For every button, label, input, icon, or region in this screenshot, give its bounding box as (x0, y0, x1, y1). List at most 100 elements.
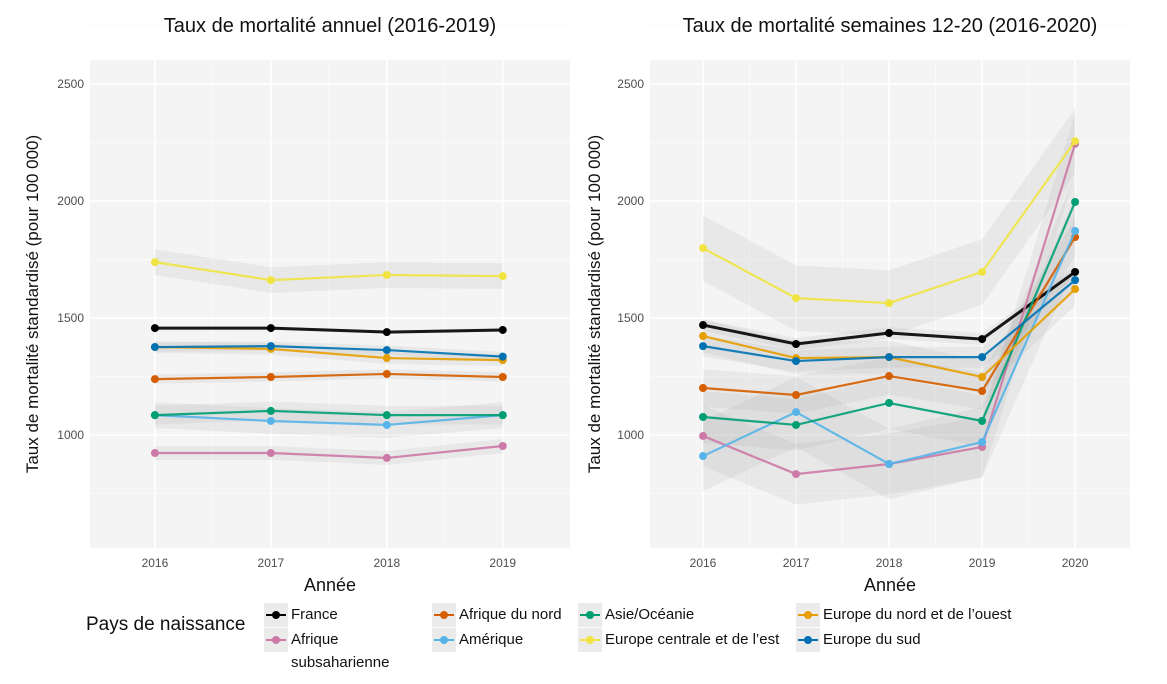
y-axis-label: Taux de mortalité standardisé (pour 100 … (585, 135, 604, 473)
series-line (154, 414, 503, 427)
data-point (150, 411, 159, 420)
legend-item: Afrique du nord (432, 603, 562, 627)
data-point (498, 442, 507, 451)
data-point (699, 452, 708, 461)
legend-label: Europe du nord et de l’ouest (823, 606, 1012, 623)
series-line (154, 261, 503, 282)
data-point (792, 357, 801, 366)
series-line (154, 345, 503, 362)
legend-label: Europe centrale et de l’est (605, 631, 780, 648)
data-point (699, 342, 708, 351)
data-point (699, 321, 708, 330)
data-point (885, 329, 894, 338)
y-tick-label: 1000 (57, 428, 84, 442)
legend-item: Europe centrale et de l’est (578, 628, 779, 652)
x-axis-label: Année (864, 575, 916, 595)
data-point (792, 294, 801, 303)
data-point (699, 431, 708, 440)
data-point (792, 391, 801, 400)
legend-label: Asie/Océanie (605, 606, 695, 623)
data-point (266, 416, 275, 425)
data-point (266, 449, 275, 458)
y-tick-label: 1500 (617, 311, 644, 325)
x-tick-label: 2018 (373, 556, 400, 570)
data-point (699, 383, 708, 392)
data-point (885, 299, 894, 308)
data-point (978, 353, 987, 362)
x-tick-label: 2017 (783, 556, 810, 570)
data-point (978, 416, 987, 425)
confidence-band (703, 108, 1076, 336)
legend-key (264, 628, 288, 652)
x-tick-label: 2018 (876, 556, 903, 570)
data-point (150, 449, 159, 458)
data-point (266, 342, 275, 351)
data-point (978, 387, 987, 396)
data-point (792, 340, 801, 349)
plot-panel-1: 1000 1500 2000 2500 2016 2017 2018 2019 Taux de … (23, 15, 570, 595)
confidence-band (154, 249, 503, 294)
plot-panel-2: 1000 1500 2000 2500 2016 2017 2018 2019 2020 Taux… (585, 15, 1130, 595)
data-point (978, 335, 987, 344)
legend-label: Afrique subsaharienne (291, 631, 390, 671)
data-point (266, 372, 275, 381)
y-tick-label: 2000 (617, 194, 644, 208)
data-point (1071, 285, 1080, 294)
legend-key (796, 603, 820, 627)
x-tick-label: 2019 (969, 556, 996, 570)
legend-item: Amérique (432, 628, 523, 652)
legend-item: Europe du sud (796, 628, 921, 652)
series-line (154, 345, 503, 358)
confidence-band (703, 176, 1076, 451)
legend-item: France (264, 603, 338, 627)
data-point (1071, 227, 1080, 236)
data-point (382, 369, 391, 378)
y-tick-label: 1000 (617, 428, 644, 442)
data-point (498, 411, 507, 420)
x-tick-label: 2017 (258, 556, 285, 570)
data-point (382, 346, 391, 355)
data-point (885, 372, 894, 381)
data-point (699, 412, 708, 421)
legend-label: Europe du sud (823, 631, 921, 648)
data-point (1071, 137, 1080, 146)
legend-key (264, 603, 288, 627)
x-tick-label: 2019 (489, 556, 516, 570)
data-point (150, 324, 159, 333)
data-point (498, 325, 507, 334)
y-axis-label: Taux de mortalité standardisé (pour 100 … (23, 135, 42, 473)
data-point (498, 352, 507, 361)
data-point (1071, 276, 1080, 285)
legend-item: Europe du nord et de l’ouest (796, 603, 1011, 627)
data-point (885, 460, 894, 469)
data-point (382, 354, 391, 363)
data-point (150, 258, 159, 267)
legend-item: Afrique subsaharienne (264, 628, 401, 674)
data-point (266, 324, 275, 333)
legend-key (578, 628, 602, 652)
legend-key (796, 628, 820, 652)
legend-label: Amérique (459, 631, 524, 648)
legend-item: Asie/Océanie (578, 603, 694, 627)
data-point (382, 270, 391, 279)
data-point (382, 328, 391, 337)
x-tick-label: 2016 (690, 556, 717, 570)
data-point (498, 272, 507, 281)
confidence-band (703, 113, 1076, 505)
confidence-band (703, 269, 1076, 372)
series-line (154, 372, 503, 381)
data-point (1071, 267, 1080, 276)
data-point (1071, 198, 1080, 207)
data-point (266, 276, 275, 285)
data-point (885, 353, 894, 362)
data-point (792, 420, 801, 429)
series-line (154, 409, 503, 417)
data-point (382, 420, 391, 429)
data-point (792, 470, 801, 479)
data-point (150, 375, 159, 384)
data-point (978, 438, 987, 447)
series-line (154, 444, 503, 460)
legend-key (432, 603, 456, 627)
x-tick-label: 2016 (142, 556, 169, 570)
